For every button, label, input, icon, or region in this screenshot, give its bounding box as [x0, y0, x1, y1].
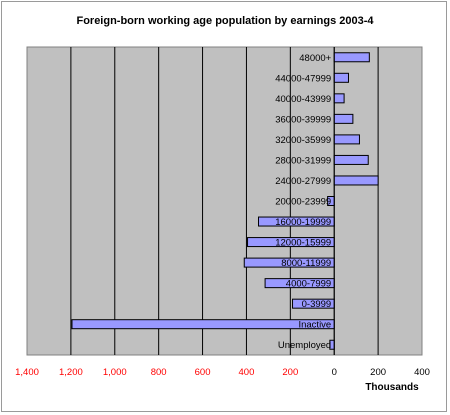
category-label: 20000-23999	[275, 197, 331, 208]
x-tick-label: 400	[414, 367, 430, 378]
category-label: 4000-7999	[286, 279, 331, 290]
x-tick-label: 1,400	[15, 367, 39, 378]
category-label: 36000-39999	[275, 114, 331, 125]
category-label: 8000-11999	[281, 258, 331, 269]
x-tick-labels: 1,400 1,200 1,000 800 600 400 200 0 200 400	[15, 367, 430, 378]
bar	[333, 52, 370, 63]
category-labels: 48000+ 44000-47999 40000-43999 36000-39999 3…	[275, 53, 331, 351]
bar	[71, 319, 335, 330]
x-tick-label: 0	[332, 367, 337, 378]
category-label: 12000-15999	[275, 238, 331, 249]
bar	[333, 113, 354, 124]
category-label: 24000-27999	[275, 176, 331, 187]
category-label: 28000-31999	[275, 155, 331, 166]
category-label: 40000-43999	[275, 94, 331, 105]
x-tick-label: 600	[195, 367, 211, 378]
x-axis-label: Thousands	[365, 382, 419, 393]
category-label: Inactive	[298, 320, 331, 331]
bar	[333, 72, 349, 83]
bar	[333, 134, 360, 145]
plot-area	[26, 46, 423, 356]
category-label: 44000-47999	[275, 73, 331, 84]
bar	[333, 154, 369, 165]
bar	[333, 175, 379, 186]
category-label: 32000-35999	[275, 135, 331, 146]
x-tick-label: 200	[282, 367, 298, 378]
category-label: 0-3999	[302, 299, 332, 310]
x-tick-label: 400	[239, 367, 255, 378]
x-tick-label: 1,200	[59, 367, 83, 378]
x-tick-label: 800	[151, 367, 167, 378]
chart-title: Foreign-born working age population by e…	[76, 15, 374, 27]
x-tick-label: 200	[370, 367, 386, 378]
category-label: 16000-19999	[275, 217, 331, 228]
bar	[333, 93, 345, 104]
category-label: Unemployed	[278, 340, 331, 351]
x-tick-label: 1,000	[103, 367, 127, 378]
category-label: 48000+	[299, 53, 331, 64]
